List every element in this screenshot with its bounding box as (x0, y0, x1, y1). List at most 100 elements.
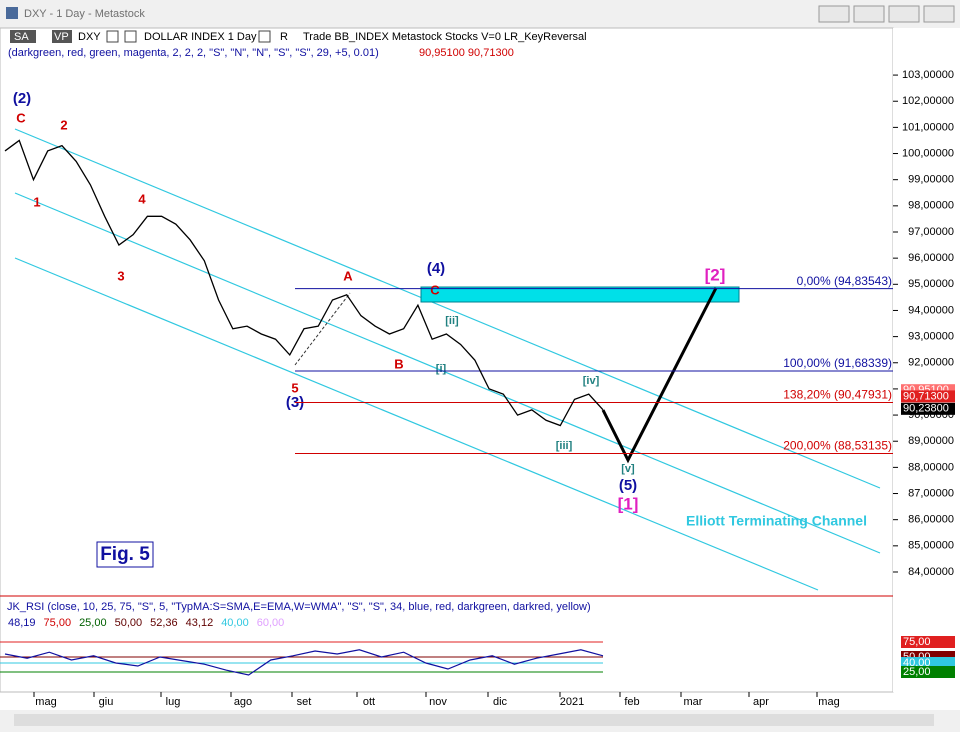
y-tick-label: 87,00000 (908, 487, 954, 499)
x-tick-label: set (297, 696, 312, 708)
vp-button[interactable] (52, 30, 72, 43)
wave-label: 1 (33, 194, 40, 209)
rsi-readout: 40,00 (221, 617, 249, 629)
fib-label: 100,00% (91,68339) (783, 356, 892, 370)
price-tag-label: 90,71300 (903, 390, 949, 402)
wave-label: C (430, 282, 440, 297)
y-tick-label: 86,00000 (908, 514, 954, 526)
restore-button[interactable] (818, 5, 850, 23)
y-tick-label: 103,00000 (902, 69, 954, 81)
chart-area (0, 27, 894, 693)
rsi-params: JK_RSI (close, 10, 25, 75, "S", 5, "TypM… (7, 601, 591, 613)
wave-label: [iii] (556, 440, 573, 452)
y-tick-label: 89,00000 (908, 435, 954, 447)
fib-label: 0,00% (94,83543) (797, 274, 892, 288)
wave-label: 3 (117, 268, 124, 283)
sa-label: SA (14, 31, 29, 43)
rsi-level-label: 25,00 (903, 666, 931, 678)
x-tick-label: mar (684, 696, 703, 708)
title-bar (0, 0, 960, 28)
indicator-values: 90,95100 90,71300 (419, 47, 514, 59)
symbol: DXY (78, 31, 101, 43)
projection-path (601, 287, 718, 464)
x-tick-label: mag (35, 696, 56, 708)
rsi-readout: 52,36 (150, 617, 178, 629)
x-tick-label: mag (818, 696, 839, 708)
y-tick-label: 95,00000 (908, 278, 954, 290)
wave-label: [iv] (583, 375, 600, 387)
y-tick-label: 88,00000 (908, 461, 954, 473)
maximize-button[interactable] (888, 5, 920, 23)
wave-label: [1] (618, 494, 639, 513)
price-tag (901, 390, 955, 403)
rsi-level-label: 40,00 (903, 657, 931, 669)
x-tick-label: dic (493, 696, 508, 708)
wave-label: [2] (705, 265, 726, 284)
fig-label: Fig. 5 (100, 544, 150, 565)
rsi-readout: 50,00 (115, 617, 143, 629)
indicator-params: (darkgreen, red, green, magenta, 2, 2, 2… (8, 47, 379, 59)
rsi-readout: 48,19 (8, 617, 36, 629)
app-icon (6, 7, 18, 19)
y-tick-label: 98,00000 (908, 200, 954, 212)
window-buttons[interactable] (818, 5, 955, 23)
wave-label: 5 (291, 380, 298, 395)
r-button[interactable]: R (280, 31, 288, 43)
x-tick-label: lug (166, 696, 181, 708)
x-tick-label: apr (753, 696, 769, 708)
fib-label: 200,00% (88,53135) (783, 439, 892, 453)
wave-labels: (2) C 2 1 4 3 A (4) C [ii] B [i] 5 (3) [… (13, 90, 726, 514)
y-tick-label: 92,00000 (908, 357, 954, 369)
rsi-line (4, 649, 604, 676)
wave-label: A (343, 268, 353, 283)
x-tick-label: nov (429, 696, 447, 708)
indicator-info: Trade BB_INDEX Metastock Stocks V=0 LR_K… (303, 31, 587, 43)
rsi-readout: 75,00 (44, 617, 72, 629)
target-zone (420, 286, 740, 303)
x-tick-label: feb (624, 696, 639, 708)
wave-label: B (394, 356, 403, 371)
dropdown[interactable] (106, 30, 119, 43)
wave-label: (5) (619, 477, 637, 494)
rsi-readout: 60,00 (257, 617, 285, 629)
price-line (4, 139, 604, 427)
fib-label: 138,20% (90,47931) (783, 388, 892, 402)
y-tick-label: 93,00000 (908, 331, 954, 343)
vp-label: VP (54, 31, 69, 43)
y-tick-label: 97,00000 (908, 226, 954, 238)
rsi-level-tag (901, 666, 955, 678)
elliott-channel (14, 128, 881, 591)
y-tick-label: 96,00000 (908, 252, 954, 264)
sa-button[interactable] (10, 30, 36, 43)
wave-label: (2) (13, 90, 31, 107)
wave-label: 4 (138, 191, 146, 206)
x-tick-label: ago (234, 696, 252, 708)
wave-label: [ii] (445, 315, 459, 327)
wave-label: C (16, 110, 26, 125)
window-title: DXY - 1 Day - Metastock (24, 8, 145, 20)
rsi-readout: 43,12 (186, 617, 214, 629)
rsi-values: 48,19 75,00 25,00 50,00 52,36 43,12 40,00 60,00 (8, 617, 284, 629)
dropdown[interactable] (258, 30, 271, 43)
wave-label: [v] (621, 463, 635, 475)
y-tick-label: 85,00000 (908, 540, 954, 552)
minimize-button[interactable] (853, 5, 885, 23)
y-tick-label: 101,00000 (902, 121, 954, 133)
rsi-level-label: 75,00 (903, 636, 931, 648)
y-tick-label: 99,00000 (908, 174, 954, 186)
rsi-level-tag (901, 636, 955, 648)
x-tick-label: ott (363, 696, 375, 708)
close-button[interactable] (923, 5, 955, 23)
dropdown[interactable] (124, 30, 137, 43)
price-axis (893, 28, 960, 692)
y-tick-label: 102,00000 (902, 95, 954, 107)
price-tag-label: 90,23800 (903, 403, 949, 415)
price-tag (901, 402, 955, 415)
y-tick-label: 94,00000 (908, 304, 954, 316)
security-name: DOLLAR INDEX 1 Day (144, 31, 257, 43)
y-tick-label: 84,00000 (908, 566, 954, 578)
scroll-track[interactable] (14, 714, 934, 726)
x-tick-label: giu (99, 696, 114, 708)
fig-box (96, 541, 154, 568)
